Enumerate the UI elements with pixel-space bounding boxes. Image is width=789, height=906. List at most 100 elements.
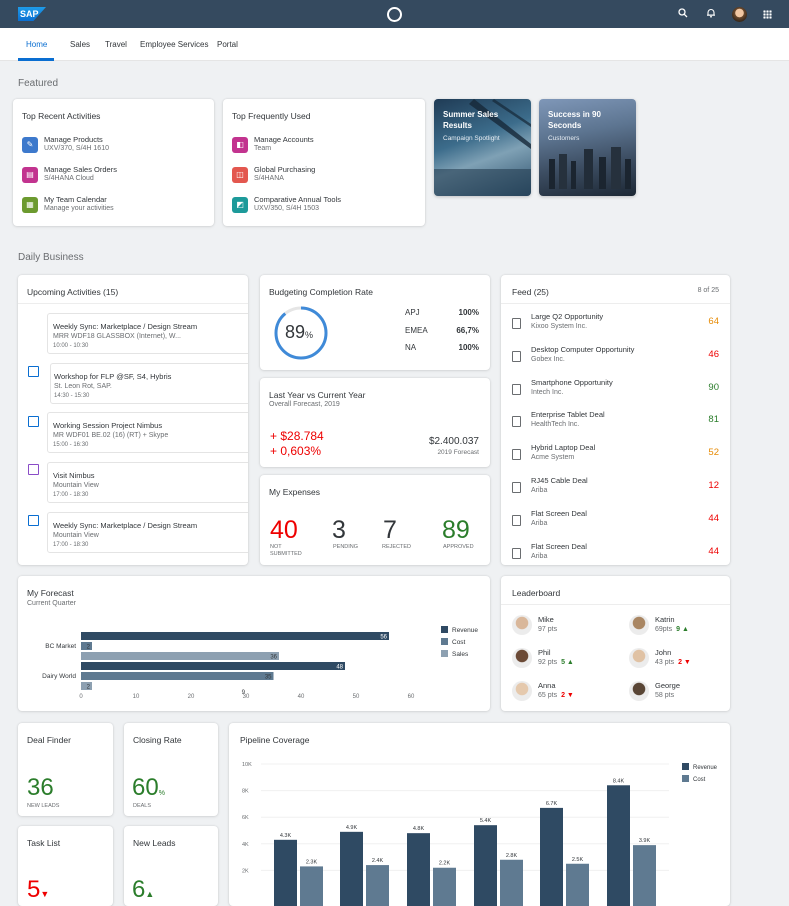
recent-item-manage-sales-orders[interactable]: ▤ Manage Sales Orders S/4HANA Cloud [22,165,202,185]
item-title: Manage Sales Orders [44,165,117,174]
rank-down-indicator: 2 ▼ [678,659,691,666]
app-grid-icon[interactable] [763,10,772,19]
delta-amount: + $28.784 [270,429,324,443]
card-title: Upcoming Activities (15) [27,287,119,297]
activity-item-3[interactable]: Working Session Project Nimbus MR WDF01 … [47,412,248,453]
closing-rate-unit: % [158,790,165,797]
frequent-item-global-purchasing[interactable]: ◫ Global Purchasing S/4HANA [232,165,412,185]
tab-sales[interactable]: Sales [70,40,91,49]
legend-label: Revenue [693,765,718,771]
percent-unit: % [305,330,314,340]
points-text: 43 pts [655,659,675,666]
legend-swatch [441,626,448,633]
card-title: Top Recent Activities [22,111,101,121]
activity-item-4[interactable]: Visit Nimbus Mountain View 17:00 - 18:30 [47,462,248,503]
bar-revenue [474,825,497,906]
feed-item[interactable]: Enterprise Tablet Deal HealthTech Inc. 81 [501,408,730,441]
y-tick-label: 8K [242,789,249,795]
feed-item-score: 64 [708,316,719,327]
tab-travel[interactable]: Travel [105,40,127,49]
activity-item-1[interactable]: Weekly Sync: Marketplace / Design Stream… [47,313,248,354]
card-title: My Forecast [27,588,74,598]
leader-entry[interactable]: Anna 65 pts 2 ▼ [512,681,622,707]
region-value: 100% [458,308,479,317]
frequent-item-annual-tools[interactable]: ◩ Comparative Annual Tools UXV/350, S/4H… [232,195,412,215]
task-list-card[interactable]: Task List 5▼ [18,826,113,906]
activity-item-5[interactable]: Weekly Sync: Marketplace / Design Stream… [47,512,248,553]
card-title: Pipeline Coverage [240,735,310,745]
divider [501,303,730,304]
leader-entry[interactable]: Phil 92 pts 5 ▲ [512,648,622,674]
feed-item[interactable]: Flat Screen Deal Ariba 44 [501,540,730,565]
deals-label: DEALS [133,803,152,809]
user-avatar[interactable] [732,7,747,22]
sap-logo[interactable]: SAP [18,7,46,21]
leader-entry[interactable]: Mike 97 pts [512,615,622,641]
new-leads-card[interactable]: New Leads 6▲ [124,826,218,906]
recent-item-team-calendar[interactable]: ▦ My Team Calendar Manage your activitie… [22,195,202,215]
tab-employee-services[interactable]: Employee Services [140,40,209,49]
data-label: 2.3K [306,859,318,865]
feed-item-company: Acme System [531,454,575,462]
leader-entry[interactable]: John 43 pts 2 ▼ [629,648,730,674]
sales-orders-icon: ▤ [22,167,38,183]
purchasing-icon: ◫ [232,167,248,183]
closing-rate-card[interactable]: Closing Rate 60% DEALS [124,723,218,816]
search-icon[interactable] [678,8,688,22]
feed-item[interactable]: Flat Screen Deal Ariba 44 [501,507,730,540]
rejected-label: REJECTED [382,544,412,550]
feed-item-company: Kixoo System Inc. [531,323,588,330]
card-title: Deal Finder [27,735,71,745]
feed-item[interactable]: Hybrid Laptop Deal Acme System 52 [501,441,730,474]
data-label: 2.2K [439,861,451,867]
legend-swatch [682,775,689,782]
card-subtitle: Overall Forecast, 2019 [269,401,340,408]
feed-item[interactable]: Desktop Computer Opportunity Gobex Inc. 46 [501,343,730,376]
notification-bell-icon[interactable] [706,8,716,22]
success-in-90-seconds-tile[interactable]: Success in 90 Seconds Customers [539,99,636,196]
card-subtitle: Current Quarter [27,600,77,607]
data-label: 48 [336,665,343,671]
feed-item-company: HealthTech Inc. [531,421,580,429]
summer-sales-tile[interactable]: Summer Sales Results Campaign Spotlight [434,99,531,196]
feed-item-score: 52 [708,447,719,459]
leader-entry[interactable]: George 58 pts [629,681,730,707]
data-label: 4.3K [280,833,292,839]
new-leads-value: 36 [27,774,54,801]
feed-item[interactable]: RJ45 Cable Deal Ariba 12 [501,474,730,507]
leader-points: 97 pts [538,626,557,633]
y-tick-label: 6K [242,815,249,821]
points-text: 69pts [655,626,673,633]
tab-home[interactable]: Home [26,40,48,49]
feed-card: Feed (25) 8 of 25 Large Q2 Opportunity Ki… [501,275,730,565]
activity-item-2[interactable]: Workshop for FLP @SF, S4, Hybris St. Leo… [50,363,248,404]
rank-up-indicator: 5 ▲ [561,659,574,666]
data-label: 4.8K [413,826,425,832]
pending-label: PENDING [333,544,359,550]
feed-item-title: Flat Screen Deal [531,508,587,518]
calendar-icon [28,515,39,526]
legend-swatch [441,638,448,645]
clipboard-icon [512,318,521,329]
legend-label: Revenue [452,627,478,634]
activity-title: Visit Nimbus [53,471,95,480]
recent-item-manage-products[interactable]: ✎ Manage Products UXV/370, S/4H 1610 [22,135,202,155]
activity-title: Weekly Sync: Marketplace / Design Stream [53,521,198,530]
category-label: BC Market [45,643,76,650]
deal-finder-card[interactable]: Deal Finder 36 NEW LEADS [18,723,113,816]
feed-item[interactable]: Smartphone Opportunity Intech Inc. 90 [501,376,730,409]
rank-down-indicator: 2 ▼ [561,692,574,699]
data-label: 2 [87,645,91,651]
feed-item-company: Ariba [531,519,548,527]
avatar [512,615,532,635]
active-tab-indicator [18,58,54,61]
leader-entry[interactable]: Katrin 69pts 9 ▲ [629,615,730,641]
bar-revenue [340,831,363,906]
clipboard-icon [512,514,521,526]
frequent-item-manage-accounts[interactable]: ◧ Manage Accounts Team [232,135,412,155]
tab-portal[interactable]: Portal [217,40,238,49]
feed-item[interactable]: Large Q2 Opportunity Kixoo System Inc. 64 [501,310,730,343]
tile-title: Success in 90 Seconds [548,110,601,130]
item-title: Comparative Annual Tools [254,195,341,204]
legend-swatch [441,650,448,657]
